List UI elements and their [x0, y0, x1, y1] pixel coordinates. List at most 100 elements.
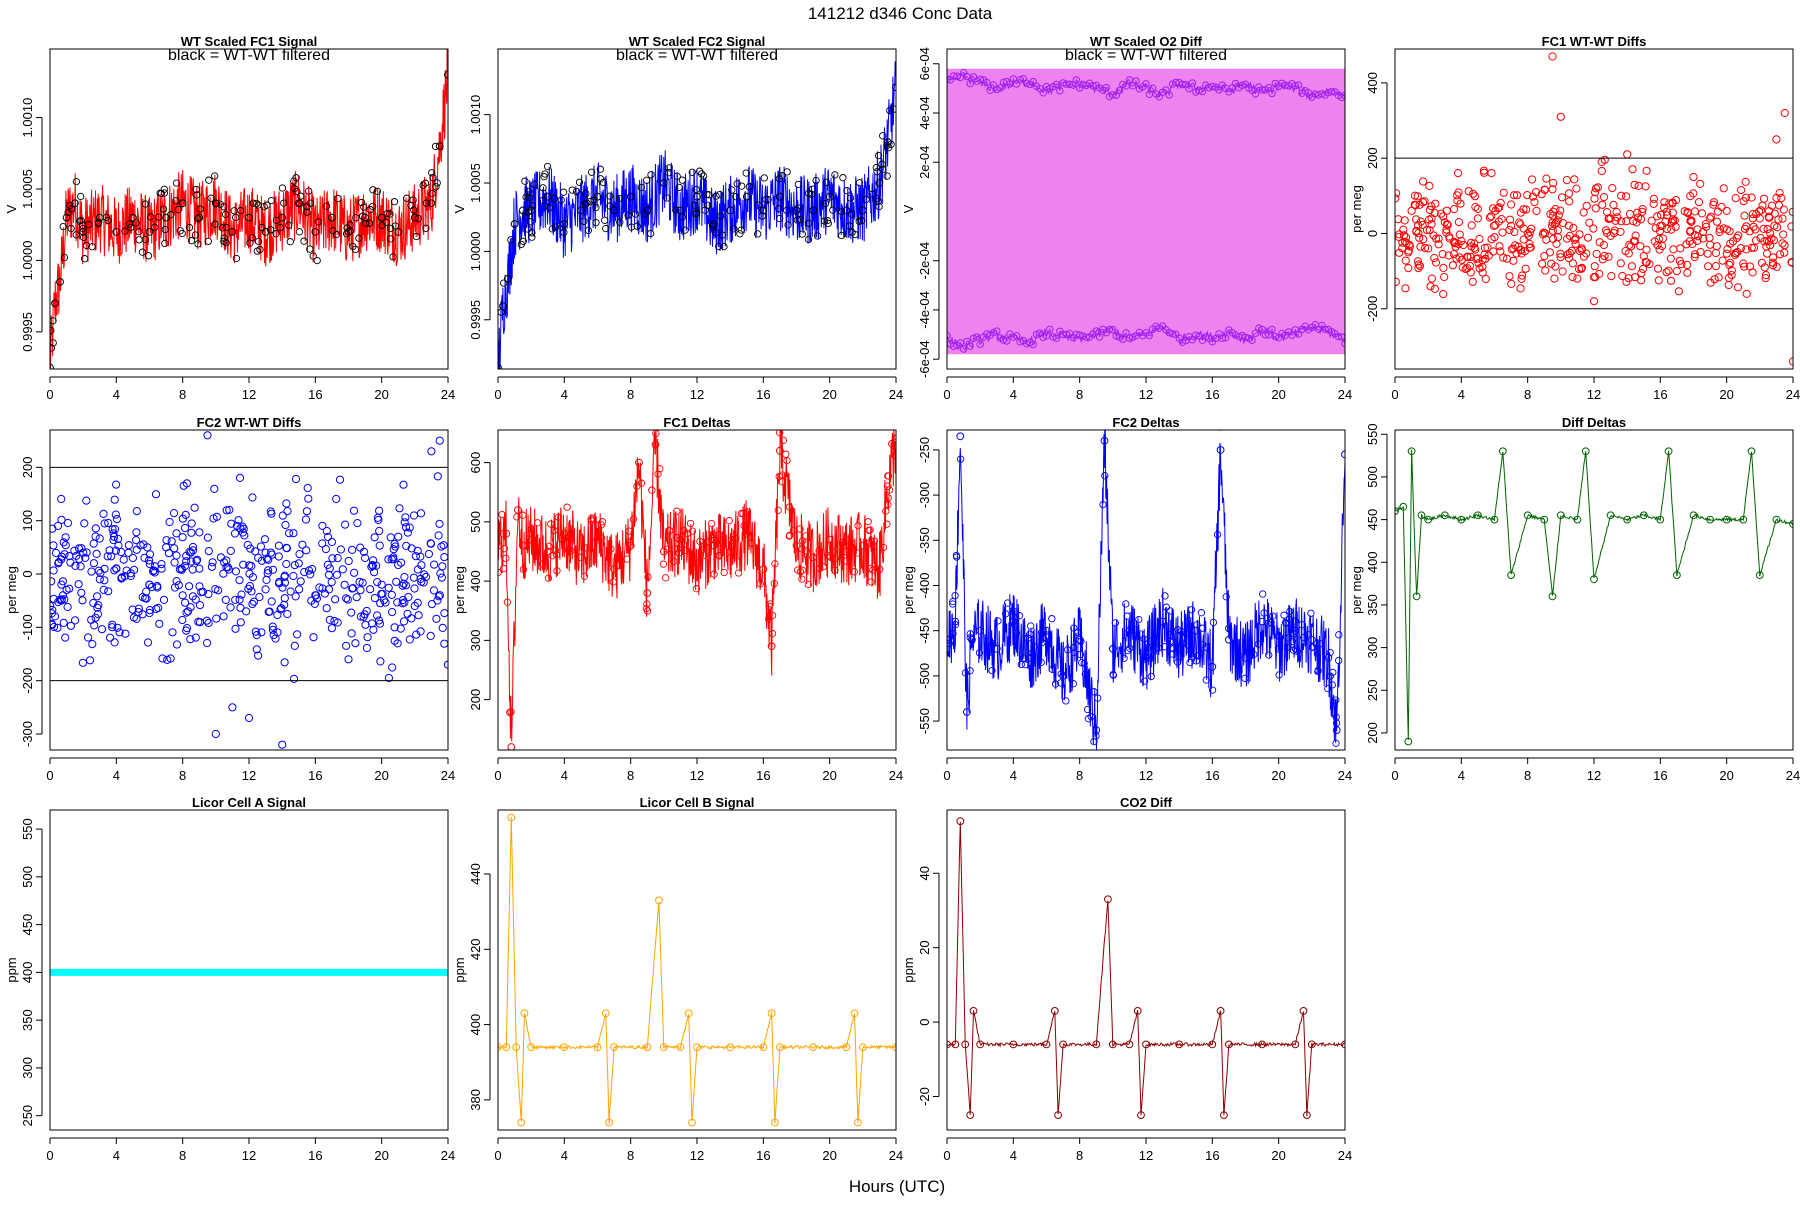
data-point [412, 630, 421, 639]
data-point [216, 200, 225, 208]
data-point [783, 456, 791, 465]
data-point [96, 568, 105, 578]
y-tick-label: 0.9995 [20, 312, 35, 352]
data-point [519, 565, 528, 574]
data-point [1733, 283, 1743, 292]
data-point [1016, 338, 1024, 346]
data-point [530, 180, 539, 188]
data-point [1523, 511, 1532, 520]
data-point [392, 577, 401, 586]
data-point [1050, 1007, 1059, 1015]
data-point [170, 583, 180, 592]
data-point [1427, 220, 1436, 229]
data-point [1766, 229, 1775, 238]
data-point [1722, 225, 1732, 234]
data-point [665, 169, 673, 177]
data-point [949, 600, 957, 608]
data-point [670, 557, 678, 565]
data-point [159, 595, 169, 605]
data-point [1709, 198, 1719, 207]
data-point [1780, 108, 1789, 118]
data-point [1142, 80, 1150, 88]
data-point [1731, 249, 1741, 258]
data-point [885, 486, 894, 494]
data-point [108, 620, 117, 629]
data-point [616, 218, 624, 226]
data-point [1690, 252, 1699, 262]
x-tick-label: 4 [561, 768, 568, 783]
data-point [1241, 653, 1250, 662]
data-point [1280, 611, 1288, 619]
data-point [278, 583, 287, 592]
data-point [868, 190, 877, 198]
data-point [1522, 205, 1531, 214]
data-point [808, 185, 817, 193]
data-point [610, 206, 618, 215]
data-point [809, 553, 817, 562]
data-point [361, 620, 370, 629]
x-axis: 0 4 8 12 16 20 24 [943, 1137, 1352, 1163]
data-point [359, 612, 368, 622]
data-point [1011, 620, 1019, 629]
data-point [384, 555, 393, 564]
data-point [1549, 211, 1558, 220]
data-point [1521, 264, 1530, 273]
data-point [231, 595, 240, 605]
data-point [528, 202, 537, 210]
data-point [327, 578, 336, 587]
data-point [1430, 284, 1440, 293]
data-point [1255, 324, 1263, 332]
data-point [951, 1040, 960, 1049]
panel-title: Licor Cell B Signal [640, 795, 755, 810]
data-point [325, 564, 334, 573]
data-point [956, 339, 964, 347]
x-tick-label: 24 [441, 768, 455, 783]
data-point [759, 1043, 768, 1052]
data-point [1225, 1040, 1233, 1049]
data-point [394, 228, 403, 236]
data-point [50, 339, 57, 347]
data-point [254, 237, 263, 246]
data-point [353, 519, 362, 528]
data-point [507, 813, 516, 822]
data-point [718, 231, 727, 239]
plot-area [498, 430, 896, 750]
data-point [296, 577, 305, 586]
data-point [1647, 216, 1656, 225]
data-point [1341, 339, 1345, 348]
y-tick-label: 400 [468, 570, 483, 592]
data-point [172, 640, 182, 649]
data-point [1017, 660, 1025, 669]
data-point [1562, 176, 1572, 185]
data-point [1653, 212, 1662, 221]
data-point [647, 171, 655, 179]
data-point [775, 205, 783, 213]
y-tick-label: 440 [468, 863, 483, 885]
data-point [1076, 650, 1085, 659]
data-point [1630, 273, 1640, 282]
data-point [1756, 206, 1766, 215]
data-point [696, 537, 704, 546]
data-point [1070, 624, 1078, 632]
data-point [167, 211, 175, 219]
data-point [1208, 1040, 1217, 1049]
data-point [1439, 212, 1448, 221]
data-point [1259, 590, 1267, 598]
data-point [308, 565, 317, 574]
data-point [159, 205, 168, 213]
data-point [282, 559, 291, 569]
data-point [768, 629, 777, 638]
data-point [1015, 612, 1024, 620]
data-point [1507, 221, 1516, 230]
data-point [1591, 188, 1600, 197]
data-point [1459, 240, 1468, 250]
data-point [102, 213, 110, 222]
data-point [104, 587, 113, 596]
data-point [1027, 622, 1035, 630]
data-point [1565, 189, 1574, 198]
data-point [1414, 221, 1423, 230]
data-point [1307, 609, 1315, 617]
data-point [502, 554, 510, 562]
